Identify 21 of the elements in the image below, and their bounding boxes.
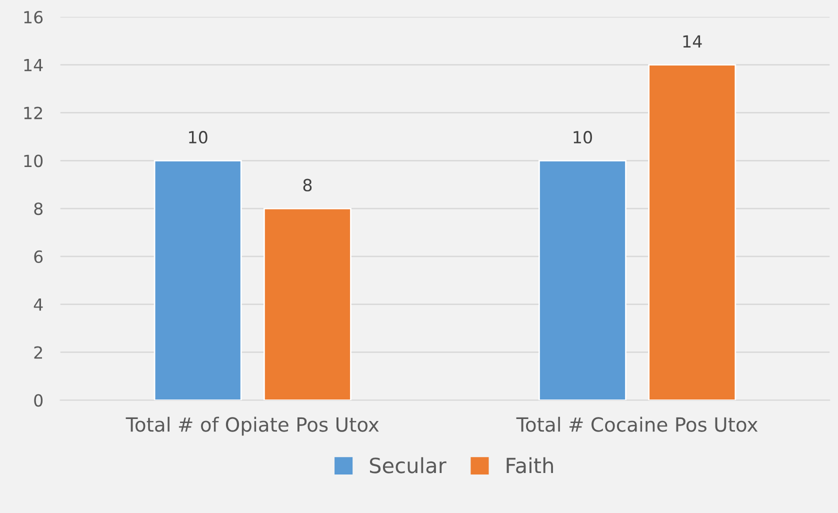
y-tick-label: 2 xyxy=(34,346,42,359)
y-tick-label: 4 xyxy=(34,298,43,311)
data-label: 10 xyxy=(189,130,208,144)
y-tick-label: 0 xyxy=(34,394,43,407)
bar xyxy=(648,64,736,400)
y-tick-label: 6 xyxy=(34,250,43,264)
y-tick-label: 8 xyxy=(34,202,43,216)
legend-label: Secular xyxy=(370,457,446,474)
y-tick-label: 12 xyxy=(24,106,42,120)
y-tick-label: 16 xyxy=(24,10,43,24)
x-tick-label: Total # of Opiate Pos Utox xyxy=(126,416,379,436)
bar xyxy=(264,208,352,400)
data-label: 10 xyxy=(574,130,592,144)
bar xyxy=(154,160,242,400)
x-tick-label: Total # Cocaine Pos Utox xyxy=(516,416,758,432)
data-label: 8 xyxy=(303,178,312,192)
bar xyxy=(538,160,626,400)
data-label: 14 xyxy=(683,35,702,48)
y-tick-label: 10 xyxy=(24,154,43,168)
legend-label: Faith xyxy=(506,457,553,474)
y-tick-label: 14 xyxy=(24,59,43,72)
